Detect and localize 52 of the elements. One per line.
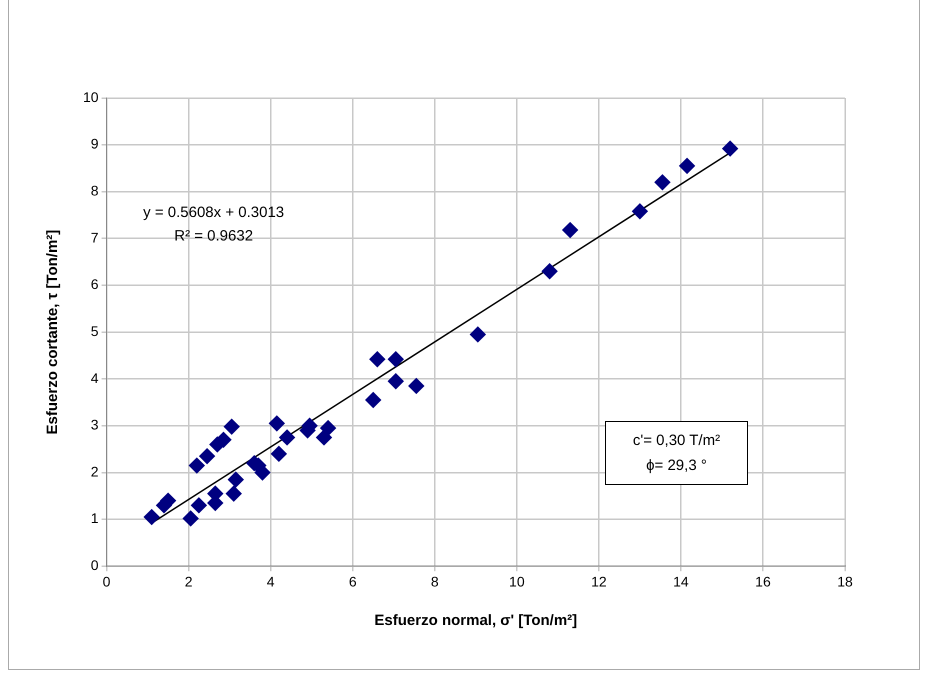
point — [199, 448, 216, 464]
y-tick-label: 8 — [90, 182, 99, 198]
annotation: R² = 0.9632 — [174, 227, 254, 244]
point — [654, 174, 670, 190]
point — [542, 263, 558, 280]
x-tick-label: 4 — [266, 573, 275, 590]
point — [320, 420, 336, 436]
point — [188, 458, 205, 474]
point — [270, 446, 287, 462]
y-tick-label: 2 — [90, 463, 99, 480]
annotation: c'= 0,30 T/m² — [632, 431, 722, 452]
x-tick-label: 2 — [184, 573, 193, 590]
point — [388, 351, 404, 368]
y-tick-label: 1 — [90, 510, 99, 526]
y-tick-label: 4 — [90, 370, 99, 386]
point — [279, 429, 296, 446]
x-tick-label: 16 — [755, 573, 771, 590]
point — [224, 418, 240, 435]
y-tick-label: 7 — [90, 229, 99, 246]
point — [632, 203, 648, 220]
point — [182, 510, 199, 526]
y-tick-label: 5 — [90, 322, 99, 339]
point — [408, 378, 424, 394]
point — [190, 497, 207, 514]
x-tick-label: 18 — [837, 573, 853, 590]
point — [470, 326, 486, 342]
point — [388, 373, 404, 390]
point — [365, 392, 382, 408]
x-tick-label: 8 — [430, 573, 439, 590]
x-tick-label: 10 — [509, 573, 525, 590]
x-tick-label: 12 — [591, 573, 607, 590]
x-tick-label: 0 — [102, 573, 111, 590]
y-tick-label: 9 — [90, 136, 99, 152]
point — [679, 158, 696, 174]
point — [228, 472, 244, 488]
y-axis-title: Esfuerzo cortante, τ [Ton/m²] — [44, 230, 62, 434]
point — [226, 486, 242, 502]
y-tick-label: 3 — [90, 416, 99, 433]
point — [268, 415, 285, 432]
point — [369, 351, 386, 368]
annotation: ϕ= 29,3 ° — [645, 456, 708, 476]
x-tick-label: 14 — [673, 573, 689, 590]
y-tick-label: 0 — [90, 557, 99, 574]
point — [144, 509, 160, 526]
text-box: c'= 0,30 T/m² ϕ= 29,3 ° — [605, 421, 748, 486]
point — [722, 140, 738, 157]
y-tick-label: 6 — [90, 276, 99, 292]
x-tick-label: 6 — [348, 573, 357, 590]
annotation: y = 0.5608x + 0.3013 — [143, 204, 284, 221]
x-axis-title: Esfuerzo normal, σ' [Ton/m²] — [374, 612, 578, 630]
point — [562, 222, 578, 238]
y-tick-label: 10 — [82, 88, 99, 105]
